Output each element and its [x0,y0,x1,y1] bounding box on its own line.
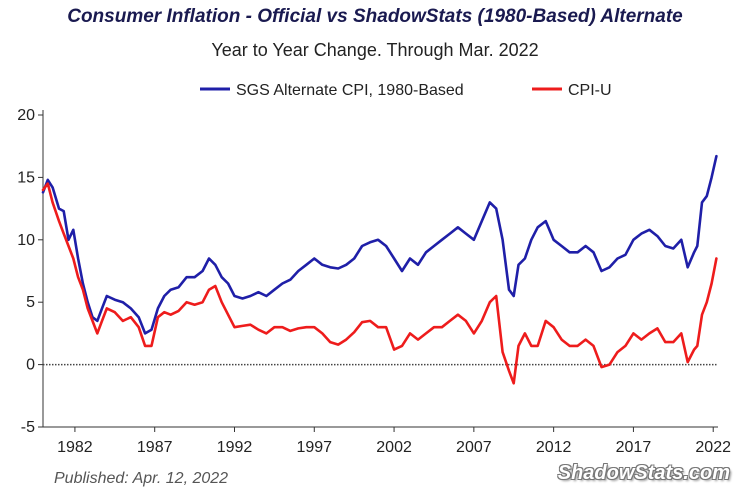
chart-subtitle: Year to Year Change. Through Mar. 2022 [211,40,539,60]
legend: SGS Alternate CPI, 1980-Based CPI-U [200,82,612,99]
y-tick-label: 5 [26,294,35,311]
x-tick-label: 1982 [57,439,93,456]
y-tick-label: 0 [26,357,35,374]
x-tick-label: 2002 [376,439,412,456]
x-tick-label: 2022 [695,439,731,456]
x-tick-label: 2017 [616,439,652,456]
x-tick-label: 1987 [137,439,173,456]
x-tick-label: 1992 [217,439,253,456]
legend-label-cpiu: CPI-U [568,82,612,99]
chart-title: Consumer Inflation - Official vs ShadowS… [67,6,683,27]
series-lines [41,154,718,385]
y-tick-label: 10 [17,232,35,249]
y-tick-label: 15 [17,169,35,186]
x-tick-label: 2012 [536,439,572,456]
y-tick-label: -5 [21,419,35,436]
y-tick-label: 20 [17,107,35,124]
axes: -5 0 5 10 15 20 1982 1987 1992 1997 2002 2007 2012 20… [17,107,731,456]
x-tick-label: 1997 [296,439,332,456]
brand-watermark: ShadowStats.com [557,462,730,484]
legend-label-sgs: SGS Alternate CPI, 1980-Based [236,82,464,99]
series-line-sgs [41,154,718,335]
series-line-cpiu [41,182,718,385]
x-tick-label: 2007 [456,439,492,456]
published-date: Published: Apr. 12, 2022 [54,470,229,487]
